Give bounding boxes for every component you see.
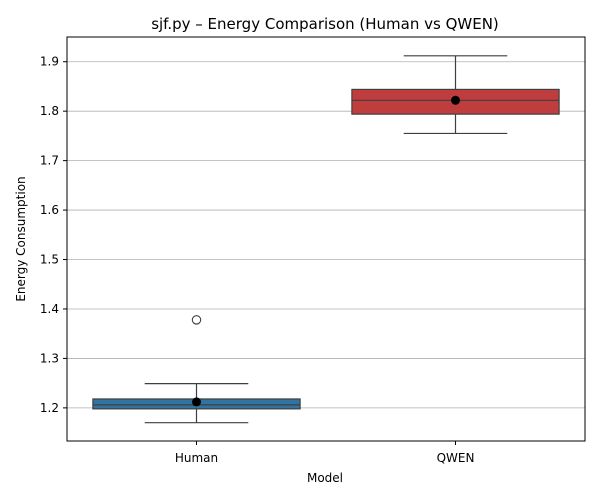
mean-marker xyxy=(192,397,201,407)
outlier-point xyxy=(191,315,202,325)
y-tick-label: 1.6 xyxy=(40,203,59,217)
y-tick-label: 1.5 xyxy=(40,253,59,267)
y-axis-label: Energy Consumption xyxy=(14,176,28,301)
plot-frame xyxy=(66,36,586,442)
box-group-qwen xyxy=(351,55,560,135)
chart-title: sjf.py – Energy Comparison (Human vs QWE… xyxy=(151,15,499,33)
x-tick-label: QWEN xyxy=(437,451,475,465)
x-axis-label: Model xyxy=(307,471,343,485)
grid-lines xyxy=(67,61,585,409)
y-tick-label: 1.2 xyxy=(40,401,59,415)
y-tick-label: 1.9 xyxy=(40,55,59,69)
y-tick-label: 1.3 xyxy=(40,351,59,365)
y-axis-ticks: 1.2 1.3 1.4 1.5 1.6 1.7 1.8 1.9 xyxy=(40,55,67,415)
y-tick-label: 1.7 xyxy=(40,154,59,168)
mean-marker xyxy=(451,95,460,105)
x-axis-ticks: Human QWEN xyxy=(175,441,475,465)
y-tick-label: 1.8 xyxy=(40,104,59,118)
box-group-human xyxy=(92,315,301,424)
box-series xyxy=(92,55,560,424)
x-tick-label: Human xyxy=(175,451,218,465)
y-tick-label: 1.4 xyxy=(40,302,59,316)
